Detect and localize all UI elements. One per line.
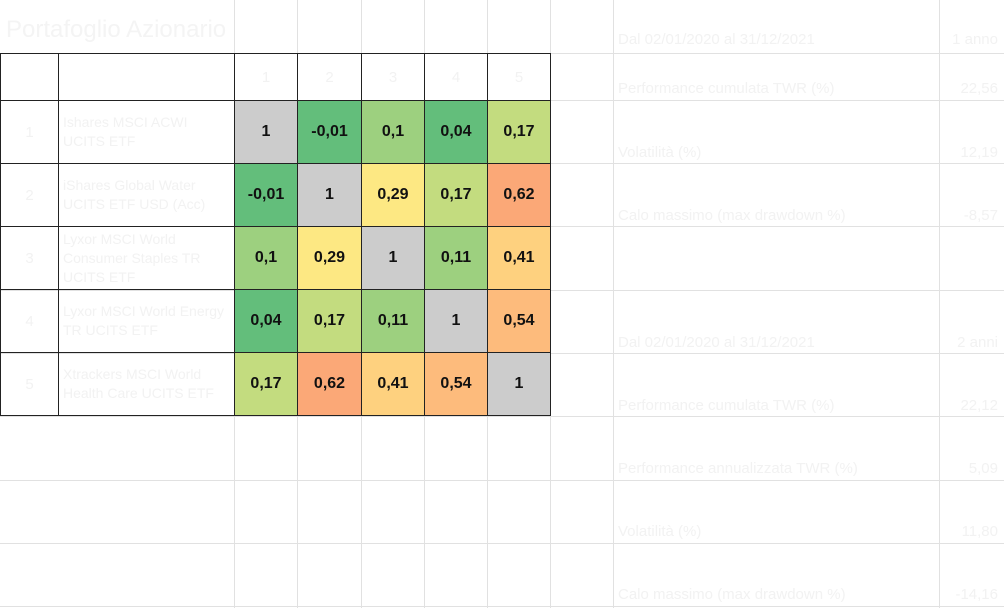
correlation-cell[interactable]: 0,41 xyxy=(487,226,551,290)
metric-label[interactable]: Performance cumulata TWR (%) xyxy=(618,397,835,414)
metric-value[interactable]: 22,56 xyxy=(960,80,998,97)
row-index-5[interactable]: 5 xyxy=(0,352,59,416)
correlation-cell[interactable]: 0,17 xyxy=(424,163,488,227)
metric-value[interactable]: -14,16 xyxy=(955,586,998,603)
metric-label[interactable]: Volatilità (%) xyxy=(618,144,702,161)
header-col-4[interactable]: 4 xyxy=(424,53,488,101)
correlation-cell[interactable]: 1 xyxy=(424,289,488,353)
correlation-cell[interactable]: 1 xyxy=(361,226,425,290)
metric-label[interactable]: Performance cumulata TWR (%) xyxy=(618,80,835,97)
row-index-1[interactable]: 1 xyxy=(0,100,59,164)
correlation-cell[interactable]: 0,62 xyxy=(297,352,362,416)
correlation-cell[interactable]: 0,17 xyxy=(297,289,362,353)
asset-name-3[interactable]: Lyxor MSCI World Consumer Staples TR UCI… xyxy=(58,226,235,290)
correlation-cell[interactable]: 0,11 xyxy=(424,226,488,290)
header-col-3[interactable]: 3 xyxy=(361,53,425,101)
correlation-cell[interactable]: 0,29 xyxy=(361,163,425,227)
metric-label[interactable]: Performance annualizzata TWR (%) xyxy=(618,460,858,477)
asset-name-2[interactable]: iShares Global Water UCITS ETF USD (Acc) xyxy=(58,163,235,227)
metric-value[interactable]: 12,19 xyxy=(960,144,998,161)
period1-value[interactable]: 1 anno xyxy=(952,31,998,48)
correlation-cell[interactable]: 0,41 xyxy=(361,352,425,416)
correlation-cell[interactable]: 0,1 xyxy=(361,100,425,164)
row-index-4[interactable]: 4 xyxy=(0,289,59,353)
header-asset-cell[interactable] xyxy=(58,53,235,101)
correlation-cell[interactable]: 0,11 xyxy=(361,289,425,353)
metric-value[interactable]: 11,80 xyxy=(961,523,998,540)
metric-value[interactable]: 22,12 xyxy=(960,397,998,414)
metric-value[interactable]: -8,57 xyxy=(963,207,998,224)
correlation-cell[interactable]: 0,54 xyxy=(424,352,488,416)
header-col-1[interactable]: 1 xyxy=(234,53,298,101)
correlation-cell[interactable]: 0,04 xyxy=(234,289,298,353)
header-col-2[interactable]: 2 xyxy=(297,53,362,101)
correlation-matrix: 1 2 3 4 5 1 Ishares MSCI ACWI UCITS ETF … xyxy=(0,53,551,416)
correlation-cell[interactable]: 1 xyxy=(234,100,298,164)
metric-label[interactable]: Calo massimo (max drawdown %) xyxy=(618,207,846,224)
header-corner-cell[interactable] xyxy=(0,53,59,101)
correlation-cell[interactable]: 0,04 xyxy=(424,100,488,164)
period2-label[interactable]: Dal 02/01/2020 al 31/12/2021 xyxy=(618,334,815,351)
correlation-cell[interactable]: 0,54 xyxy=(487,289,551,353)
row-index-2[interactable]: 2 xyxy=(0,163,59,227)
sheet-title[interactable]: Portafoglio Azionario xyxy=(6,16,227,43)
metric-label[interactable]: Volatilità (%) xyxy=(618,523,702,540)
asset-name-1[interactable]: Ishares MSCI ACWI UCITS ETF xyxy=(58,100,235,164)
correlation-cell[interactable]: 1 xyxy=(297,163,362,227)
metric-label[interactable]: Calo massimo (max drawdown %) xyxy=(618,586,846,603)
row-index-3[interactable]: 3 xyxy=(0,226,59,290)
metric-value[interactable]: 5,09 xyxy=(968,460,998,477)
period1-label[interactable]: Dal 02/01/2020 al 31/12/2021 xyxy=(618,31,815,48)
correlation-cell[interactable]: -0,01 xyxy=(297,100,362,164)
correlation-cell[interactable]: 0,1 xyxy=(234,226,298,290)
period2-value[interactable]: 2 anni xyxy=(957,334,998,351)
correlation-cell[interactable]: -0,01 xyxy=(234,163,298,227)
correlation-cell[interactable]: 0,17 xyxy=(487,100,551,164)
correlation-cell[interactable]: 0,62 xyxy=(487,163,551,227)
correlation-cell[interactable]: 0,29 xyxy=(297,226,362,290)
correlation-cell[interactable]: 1 xyxy=(487,352,551,416)
asset-name-4[interactable]: Lyxor MSCI World Energy TR UCITS ETF xyxy=(58,289,235,353)
header-col-5[interactable]: 5 xyxy=(487,53,551,101)
correlation-cell[interactable]: 0,17 xyxy=(234,352,298,416)
asset-name-5[interactable]: Xtrackers MSCI World Health Care UCITS E… xyxy=(58,352,235,416)
